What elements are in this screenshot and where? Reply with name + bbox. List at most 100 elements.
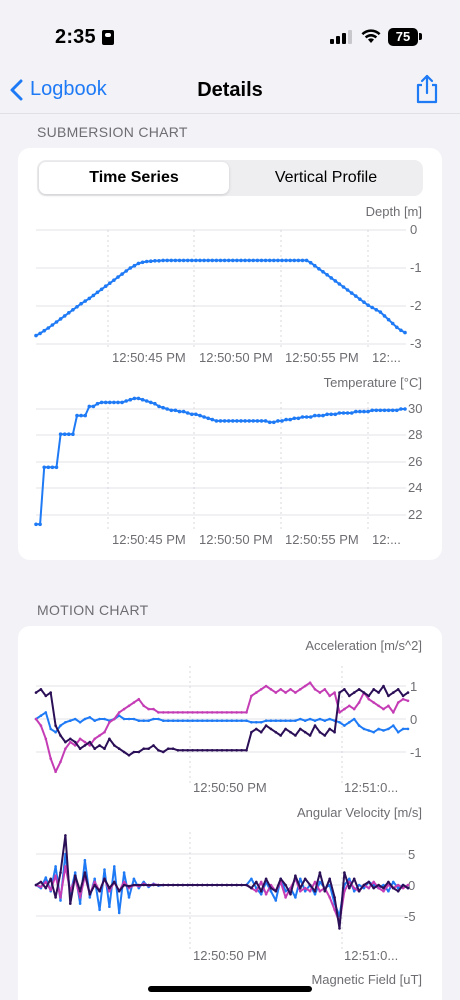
acceleration-series-0-point — [323, 719, 327, 722]
acceleration-chart-title: Acceleration [m/s^2] — [305, 638, 422, 653]
angular-velocity-series-0-point — [303, 889, 307, 893]
temperature-ytick: 24 — [408, 480, 422, 495]
angular-velocity-series-2-point — [44, 886, 48, 890]
status-time: 2:35 — [55, 26, 96, 48]
temperature-point — [46, 465, 51, 470]
acceleration-series-1-point — [54, 770, 57, 774]
depth-point — [399, 328, 403, 333]
depth-point — [181, 258, 186, 263]
temperature-point — [34, 522, 38, 527]
acceleration-series-2-point — [78, 747, 82, 750]
acceleration-series-2-point — [245, 749, 248, 752]
back-button-label: Logbook — [30, 78, 107, 100]
temperature-point — [288, 417, 293, 422]
acceleration-series-1-point — [166, 711, 170, 714]
depth-point — [243, 258, 247, 263]
acceleration-series-1-point — [191, 711, 194, 714]
depth-point — [222, 258, 227, 263]
angular-velocity-series-2-point — [235, 883, 238, 887]
acceleration-chart: Acceleration [m/s^2] 1 0 -1 12:50:50 PM … — [34, 638, 422, 795]
acceleration-series-2-point — [122, 750, 126, 754]
depth-point — [128, 266, 133, 270]
acceleration-series-0-point — [210, 719, 214, 722]
id-badge-icon — [102, 30, 114, 45]
acceleration-series-0-point — [396, 730, 400, 734]
depth-point — [198, 258, 202, 263]
motion-card: Acceleration [m/s^2] 1 0 -1 12:50:50 PM … — [18, 626, 442, 1000]
acceleration-series-0-point — [382, 729, 385, 732]
acceleration-series-0-point — [162, 719, 165, 722]
acceleration-series-2-point — [113, 744, 116, 747]
acceleration-series-1-point — [323, 688, 327, 691]
angular-velocity-series-2-point — [294, 874, 297, 877]
temperature-point — [91, 404, 96, 409]
angular-velocity-series-1-point — [259, 880, 263, 884]
acceleration-series-0-point — [191, 719, 194, 722]
acceleration-series-1-point — [279, 688, 283, 691]
depth-point — [292, 258, 297, 263]
angular-velocity-series-0-point — [396, 886, 400, 890]
angular-velocity-series-1-point — [108, 889, 111, 893]
depth-point — [341, 285, 346, 289]
angular-velocity-series-2-point — [181, 883, 185, 887]
temperature-point — [58, 432, 63, 436]
depth-point — [300, 258, 305, 263]
acceleration-series-0-point — [132, 717, 136, 721]
acceleration-series-2-point — [279, 734, 283, 737]
acceleration-series-2-point — [137, 750, 141, 754]
angular-velocity-series-1-point — [44, 880, 48, 884]
angular-velocity-series-2-point — [362, 883, 366, 887]
acceleration-series-1-point — [313, 688, 317, 691]
back-button[interactable]: Logbook — [10, 78, 107, 101]
acceleration-series-1-point — [250, 694, 253, 698]
acceleration-series-1-point — [255, 691, 258, 694]
angular-velocity-series-2-point — [245, 883, 248, 887]
chart-mode-segmented-control: Time Series Vertical Profile — [37, 160, 423, 196]
depth-point — [251, 258, 256, 263]
acceleration-series-0-point — [352, 717, 356, 721]
angular-velocity-series-1-point — [401, 886, 405, 890]
depth-chart-title: Depth [m] — [366, 204, 422, 219]
acceleration-series-1-point — [303, 684, 307, 688]
angular-velocity-series-1-point — [54, 874, 57, 877]
temperature-point — [157, 404, 161, 409]
depth-point — [79, 301, 83, 306]
acceleration-series-0-point — [269, 719, 273, 722]
share-icon[interactable] — [414, 74, 440, 104]
acceleration-series-2-point — [127, 754, 131, 757]
acceleration-series-2-point — [171, 747, 175, 750]
acceleration-series-0-point — [166, 719, 170, 722]
angular-velocity-series-1-point — [122, 880, 126, 884]
angular-velocity-series-1-point — [127, 886, 131, 890]
temperature-point — [177, 409, 182, 414]
temperature-point — [321, 413, 325, 418]
segment-time-series[interactable]: Time Series — [39, 162, 229, 194]
angular-velocity-series-0-point — [250, 877, 253, 881]
angular-velocity-series-2-point — [338, 927, 341, 930]
acceleration-series-0-point — [49, 727, 52, 731]
acceleration-series-2-point — [196, 749, 199, 752]
depth-point — [58, 317, 63, 321]
temperature-point — [226, 419, 231, 423]
angular-velocity-series-0-point — [108, 905, 111, 908]
acceleration-series-2-point — [357, 688, 361, 691]
depth-point — [280, 258, 284, 263]
angular-velocity-series-2-point — [215, 883, 219, 887]
segment-vertical-profile[interactable]: Vertical Profile — [274, 169, 378, 186]
acceleration-series-0-point — [401, 727, 405, 731]
angular-velocity-series-2-point — [343, 871, 346, 874]
acceleration-series-1-point — [284, 691, 287, 694]
acceleration-series-2-point — [108, 737, 111, 741]
temperature-point — [272, 420, 276, 425]
acceleration-series-1-point — [372, 701, 376, 704]
depth-point — [337, 282, 342, 286]
angular-velocity-series-2-point — [127, 884, 131, 888]
acceleration-series-2-point — [367, 694, 371, 698]
acceleration-series-0-point — [308, 717, 312, 721]
acceleration-series-0-point — [78, 721, 82, 724]
angular-velocity-series-1-point — [49, 888, 52, 892]
acceleration-series-1-point — [289, 688, 292, 691]
acceleration-series-0-point — [318, 717, 322, 721]
depth-point — [165, 258, 169, 263]
angular-velocity-series-2-point — [225, 883, 229, 887]
